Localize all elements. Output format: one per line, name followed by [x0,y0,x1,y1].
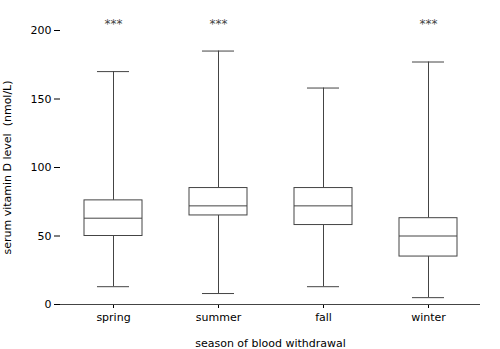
svg-text:50: 50 [38,230,52,243]
svg-text:***: *** [420,17,438,31]
svg-text:***: *** [210,17,228,31]
svg-text:150: 150 [31,93,52,106]
svg-text:0: 0 [45,298,52,311]
svg-text:winter: winter [411,311,446,324]
svg-text:200: 200 [31,24,52,37]
svg-text:season of blood withdrawal: season of blood withdrawal [195,337,346,349]
svg-text:serum vitamin D level (nmol/L: serum vitamin D level (nmol/L) [1,80,14,254]
svg-text:spring: spring [96,311,130,324]
svg-text:fall: fall [315,311,332,324]
svg-text:summer: summer [196,311,242,324]
svg-text:***: *** [105,17,123,31]
svg-text:100: 100 [31,161,52,174]
